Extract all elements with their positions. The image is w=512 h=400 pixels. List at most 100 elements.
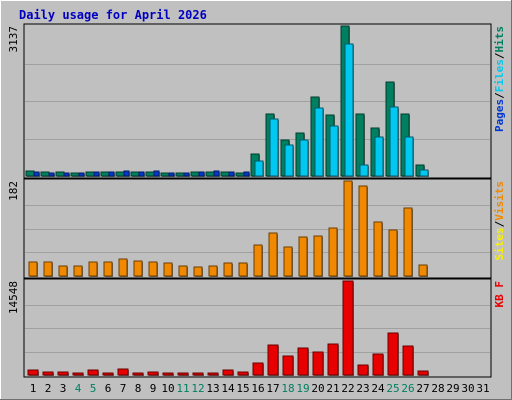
bar-files-27 bbox=[419, 169, 429, 177]
bar-visits-12 bbox=[193, 266, 203, 277]
x-tick-label-25: 25 bbox=[386, 382, 399, 395]
bar-kb-f-13 bbox=[207, 372, 219, 376]
x-tick-label-6: 6 bbox=[105, 382, 112, 395]
bar-files-23 bbox=[359, 164, 369, 177]
bar-kb-f-16 bbox=[252, 362, 264, 376]
bar-visits-4 bbox=[73, 265, 83, 277]
x-tick-label-21: 21 bbox=[326, 382, 339, 395]
bar-visits-6 bbox=[103, 261, 113, 277]
ylabel-part: Visits bbox=[493, 181, 506, 221]
bar-visits-23 bbox=[358, 185, 368, 277]
bar-hits-4 bbox=[70, 172, 80, 177]
bar-files-19 bbox=[299, 139, 309, 177]
panel-hits-ylabel: Pages/Files/Hits bbox=[493, 26, 506, 132]
bar-visits-15 bbox=[238, 262, 248, 277]
bar-kb-f-14 bbox=[222, 369, 234, 376]
x-tick-label-12: 12 bbox=[191, 382, 204, 395]
x-tick-label-8: 8 bbox=[135, 382, 142, 395]
x-tick-label-20: 20 bbox=[311, 382, 324, 395]
bar-kb-f-4 bbox=[72, 372, 84, 376]
x-tick-label-4: 4 bbox=[75, 382, 82, 395]
x-tick-label-13: 13 bbox=[206, 382, 219, 395]
x-tick-label-3: 3 bbox=[60, 382, 67, 395]
bar-pages-13 bbox=[213, 170, 220, 177]
x-tick-label-11: 11 bbox=[176, 382, 189, 395]
bar-visits-1 bbox=[28, 261, 38, 277]
bar-kb-f-25 bbox=[387, 332, 399, 376]
x-tick-label-9: 9 bbox=[150, 382, 157, 395]
bar-kb-f-19 bbox=[297, 347, 309, 376]
bar-pages-1 bbox=[33, 171, 40, 177]
bar-hits-5 bbox=[85, 171, 95, 177]
ylabel-part: KB F bbox=[493, 281, 506, 308]
x-tick-label-18: 18 bbox=[281, 382, 294, 395]
bar-kb-f-20 bbox=[312, 351, 324, 376]
bar-pages-9 bbox=[153, 170, 160, 177]
bar-visits-7 bbox=[118, 258, 128, 277]
bar-hits-12 bbox=[190, 171, 200, 177]
x-tick-label-15: 15 bbox=[236, 382, 249, 395]
x-tick-label-17: 17 bbox=[266, 382, 279, 395]
bar-visits-2 bbox=[43, 261, 53, 277]
x-tick-label-19: 19 bbox=[296, 382, 309, 395]
bar-hits-10 bbox=[160, 172, 170, 177]
bar-hits-14 bbox=[220, 171, 230, 177]
bar-visits-3 bbox=[58, 265, 68, 277]
bar-hits-9 bbox=[145, 171, 155, 177]
bar-kb-f-8 bbox=[132, 372, 144, 376]
bar-kb-f-23 bbox=[357, 364, 369, 376]
ylabel-separator: / bbox=[493, 92, 506, 99]
bar-hits-3 bbox=[55, 171, 65, 177]
bar-kb-f-3 bbox=[57, 371, 69, 376]
bar-pages-7 bbox=[123, 170, 130, 177]
x-tick-label-2: 2 bbox=[45, 382, 52, 395]
bar-visits-18 bbox=[283, 246, 293, 277]
bar-pages-10 bbox=[168, 172, 175, 177]
x-tick-label-28: 28 bbox=[431, 382, 444, 395]
panel-visits: 182 Sites/Visits bbox=[7, 178, 506, 279]
bar-pages-14 bbox=[228, 171, 235, 177]
bar-kb-f-18 bbox=[282, 355, 294, 376]
bar-kb-f-22 bbox=[342, 280, 354, 376]
bar-kb-f-1 bbox=[27, 369, 39, 376]
bar-visits-16 bbox=[253, 244, 263, 277]
bar-hits-1 bbox=[25, 170, 35, 177]
ylabel-part: Pages bbox=[493, 99, 506, 132]
bar-visits-10 bbox=[163, 262, 173, 277]
bar-visits-14 bbox=[223, 262, 233, 277]
bar-kb-f-7 bbox=[117, 368, 129, 376]
bar-visits-27 bbox=[418, 264, 428, 277]
x-tick-label-10: 10 bbox=[161, 382, 174, 395]
panel-kbytes-ymax-label: 14548 bbox=[7, 281, 20, 314]
bar-kb-f-11 bbox=[177, 372, 189, 376]
x-tick-label-22: 22 bbox=[341, 382, 354, 395]
bar-pages-6 bbox=[108, 171, 115, 177]
bar-kb-f-24 bbox=[372, 353, 384, 376]
bar-files-21 bbox=[329, 125, 339, 177]
x-tick-label-31: 31 bbox=[476, 382, 489, 395]
bar-hits-13 bbox=[205, 171, 215, 177]
bar-kb-f-27 bbox=[417, 370, 429, 376]
bar-kb-f-9 bbox=[147, 371, 159, 376]
ylabel-separator: / bbox=[493, 220, 506, 227]
bar-visits-13 bbox=[208, 265, 218, 277]
bar-kb-f-15 bbox=[237, 371, 249, 376]
panel-hits-ymax-label: 3137 bbox=[7, 26, 20, 53]
bar-kb-f-12 bbox=[192, 372, 204, 376]
bar-kb-f-2 bbox=[42, 371, 54, 376]
x-tick-label-27: 27 bbox=[416, 382, 429, 395]
bar-kb-f-21 bbox=[327, 343, 339, 376]
bar-visits-5 bbox=[88, 261, 98, 277]
bar-visits-26 bbox=[403, 207, 413, 277]
bar-visits-21 bbox=[328, 227, 338, 277]
bar-visits-8 bbox=[133, 260, 143, 277]
x-tick-label-30: 30 bbox=[461, 382, 474, 395]
bar-pages-4 bbox=[78, 172, 85, 177]
bar-pages-8 bbox=[138, 171, 145, 177]
ylabel-separator: / bbox=[493, 52, 506, 59]
bar-pages-12 bbox=[198, 171, 205, 177]
x-axis-labels: 1 2 3 4 5 6 7 8 9 10 11 12 13 14 15 16 17 18 19 20 21 22 23 24 2… bbox=[30, 382, 490, 395]
x-tick-label-7: 7 bbox=[120, 382, 127, 395]
